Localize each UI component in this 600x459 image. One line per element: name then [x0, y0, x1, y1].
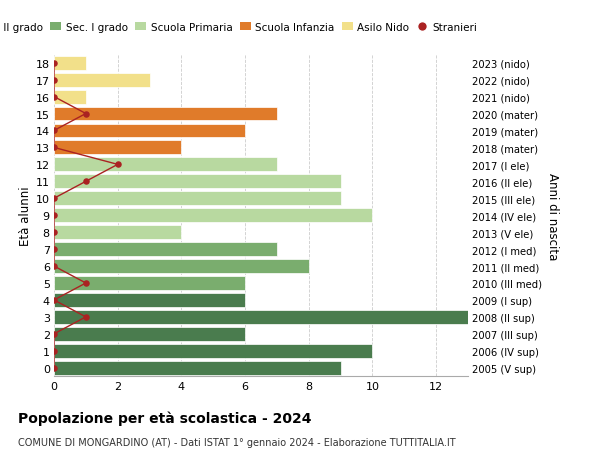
Bar — [54, 310, 468, 324]
Bar — [54, 361, 341, 375]
Point — [49, 297, 59, 304]
Point — [81, 111, 91, 118]
Bar — [54, 344, 373, 358]
Point — [49, 77, 59, 84]
Bar — [54, 90, 86, 104]
Point — [49, 60, 59, 67]
Point — [49, 246, 59, 253]
Y-axis label: Anni di nascita: Anni di nascita — [546, 172, 559, 259]
Bar — [54, 141, 181, 155]
Bar — [54, 276, 245, 290]
Bar — [54, 175, 341, 189]
Bar — [54, 243, 277, 257]
Legend: Sec. II grado, Sec. I grado, Scuola Primaria, Scuola Infanzia, Asilo Nido, Stran: Sec. II grado, Sec. I grado, Scuola Prim… — [0, 18, 481, 37]
Bar — [54, 327, 245, 341]
Bar — [54, 107, 277, 121]
Text: Popolazione per età scolastica - 2024: Popolazione per età scolastica - 2024 — [18, 411, 311, 425]
Point — [49, 347, 59, 355]
Point — [49, 128, 59, 135]
Point — [49, 212, 59, 219]
Bar — [54, 293, 245, 307]
Point — [81, 178, 91, 185]
Bar — [54, 192, 341, 206]
Point — [49, 94, 59, 101]
Point — [49, 195, 59, 202]
Bar — [54, 56, 86, 71]
Text: COMUNE DI MONGARDINO (AT) - Dati ISTAT 1° gennaio 2024 - Elaborazione TUTTITALIA: COMUNE DI MONGARDINO (AT) - Dati ISTAT 1… — [18, 437, 455, 447]
Point — [81, 280, 91, 287]
Point — [81, 313, 91, 321]
Point — [113, 161, 122, 168]
Point — [49, 263, 59, 270]
Point — [49, 229, 59, 236]
Point — [49, 145, 59, 152]
Bar — [54, 124, 245, 138]
Point — [49, 364, 59, 372]
Point — [49, 330, 59, 338]
Bar — [54, 259, 309, 274]
Bar — [54, 158, 277, 172]
Bar — [54, 226, 181, 240]
Bar — [54, 209, 373, 223]
Bar — [54, 73, 149, 87]
Y-axis label: Età alunni: Età alunni — [19, 186, 32, 246]
